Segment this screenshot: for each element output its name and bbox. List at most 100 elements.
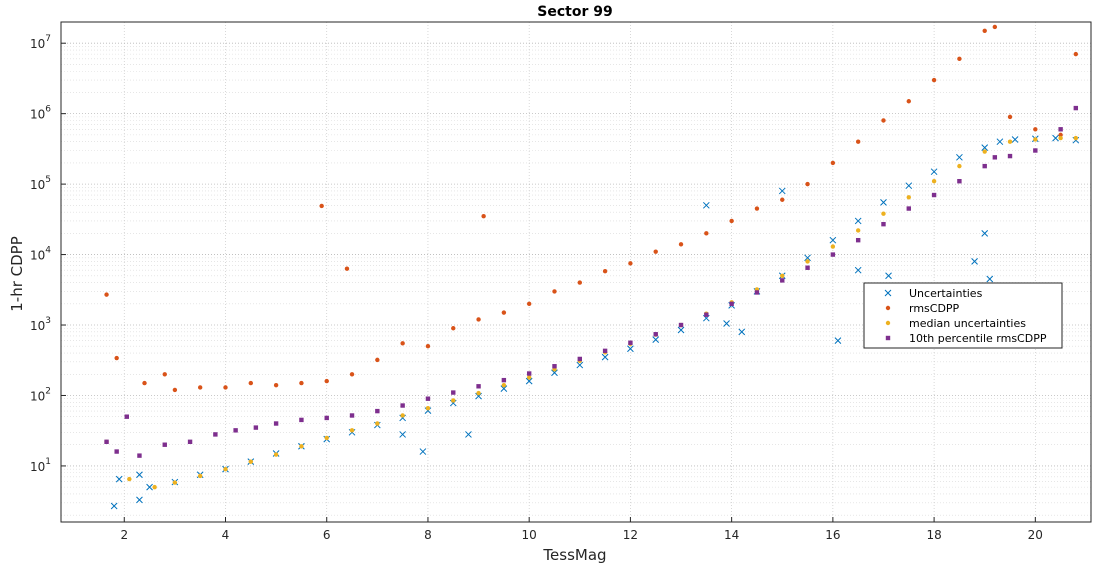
data-point — [114, 355, 119, 361]
data-point — [273, 382, 279, 388]
data-point — [425, 344, 431, 349]
data-point — [1033, 148, 1038, 153]
legend-item: 10th percentile rmsCDPP — [885, 332, 1047, 345]
data-point — [677, 326, 685, 334]
series-uncertainties — [110, 134, 1080, 510]
data-point — [1073, 135, 1079, 141]
data-point — [855, 237, 861, 243]
data-point — [248, 380, 254, 386]
data-point — [881, 118, 886, 123]
data-point — [830, 160, 836, 166]
data-point — [146, 483, 153, 491]
data-point — [248, 459, 254, 464]
data-point — [213, 432, 218, 437]
data-point — [834, 337, 842, 345]
data-point — [653, 249, 658, 254]
data-point — [780, 273, 785, 278]
data-point — [476, 390, 481, 396]
data-point — [137, 453, 142, 458]
data-point — [723, 320, 730, 327]
legend-marker — [885, 335, 891, 341]
plot-area — [104, 24, 1080, 510]
data-point — [223, 385, 228, 390]
data-point — [957, 56, 962, 62]
y-tick-label: 105 — [30, 175, 51, 192]
data-point — [162, 372, 167, 377]
data-point — [197, 473, 203, 479]
data-point — [399, 431, 406, 438]
data-point — [780, 197, 785, 202]
data-point — [601, 353, 609, 361]
data-point — [957, 178, 962, 184]
data-point — [526, 375, 532, 380]
data-point — [653, 332, 658, 337]
data-point — [299, 417, 304, 423]
data-point — [253, 425, 259, 430]
y-tick-label: 101 — [30, 457, 51, 474]
data-point — [400, 341, 405, 346]
data-point — [451, 398, 456, 403]
x-tick-label: 2 — [120, 528, 128, 542]
data-point — [501, 382, 507, 388]
y-tick-label: 107 — [30, 34, 51, 51]
data-point — [400, 403, 405, 408]
data-point — [996, 138, 1004, 146]
data-point — [729, 218, 734, 224]
data-point — [475, 392, 482, 400]
minor-grid — [61, 21, 1091, 516]
data-point — [115, 475, 123, 483]
legend-item: Uncertainties — [884, 287, 983, 300]
data-point — [981, 230, 989, 237]
data-point — [1007, 153, 1013, 159]
series-10th-percentile-rmscdpp — [104, 105, 1079, 458]
data-point — [1033, 127, 1038, 132]
data-point — [805, 181, 810, 187]
data-point — [830, 244, 836, 249]
data-point — [552, 364, 557, 369]
x-tick-label: 16 — [825, 528, 840, 542]
y-tick-label: 104 — [30, 246, 51, 263]
data-point — [780, 278, 785, 283]
y-axis-label: 1-hr CDPP — [8, 236, 26, 312]
data-point — [299, 380, 304, 386]
data-point — [905, 182, 913, 190]
legend-box — [863, 282, 1063, 349]
data-point — [187, 439, 193, 445]
data-point — [931, 77, 937, 83]
legend-label: Uncertainties — [909, 287, 983, 300]
data-point — [602, 269, 608, 274]
data-point — [754, 206, 760, 211]
data-point — [451, 326, 456, 331]
data-point — [319, 203, 324, 209]
data-point — [804, 254, 811, 262]
data-point — [829, 236, 837, 244]
data-point — [501, 310, 507, 315]
data-point — [476, 317, 481, 322]
data-point — [375, 357, 380, 363]
data-point — [628, 261, 633, 266]
legend-label: rmsCDPP — [909, 302, 960, 315]
data-point — [419, 448, 427, 455]
x-tick-label: 4 — [222, 528, 230, 542]
data-point — [425, 396, 431, 401]
data-point — [1058, 127, 1063, 132]
data-point — [349, 372, 355, 377]
data-point — [104, 292, 109, 297]
data-point — [854, 217, 862, 225]
data-point — [855, 228, 861, 233]
data-point — [992, 24, 998, 30]
data-point — [114, 449, 119, 454]
data-point — [778, 187, 786, 195]
data-point — [526, 301, 532, 307]
series-rmscdpp — [104, 24, 1079, 393]
data-point — [324, 415, 329, 421]
data-point — [981, 144, 989, 151]
data-point — [349, 428, 355, 433]
data-point — [628, 340, 633, 345]
data-point — [324, 378, 329, 384]
data-point — [971, 258, 978, 265]
data-point — [1033, 137, 1038, 142]
chart-title: Sector 99 — [537, 4, 612, 20]
data-point — [881, 221, 886, 227]
data-point — [906, 206, 911, 211]
